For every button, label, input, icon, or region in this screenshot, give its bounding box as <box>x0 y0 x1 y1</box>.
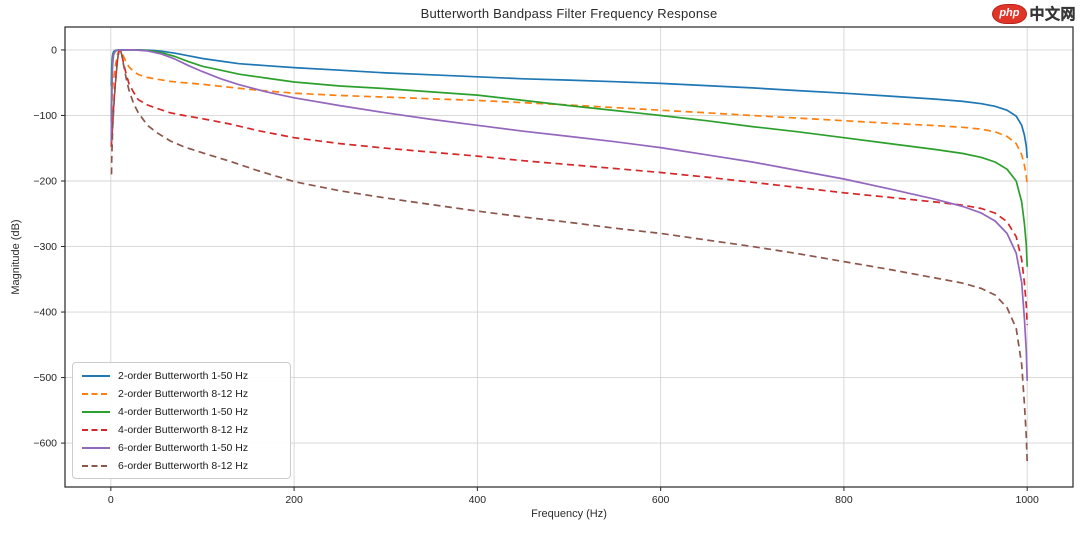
y-tick-label: −200 <box>33 175 57 187</box>
legend-line-sample <box>82 429 110 431</box>
x-tick-label: 600 <box>652 494 670 506</box>
x-tick-label: 800 <box>835 494 853 506</box>
y-tick-label: −100 <box>33 110 57 122</box>
series-line-0 <box>110 49 1029 159</box>
series-line-4 <box>110 49 1029 381</box>
chart-title: Butterworth Bandpass Filter Frequency Re… <box>420 6 718 21</box>
legend-label: 2-order Butterworth 1-50 Hz <box>118 370 249 382</box>
y-axis-label: Magnitude (dB) <box>10 219 22 295</box>
legend-item-2: 4-order Butterworth 1-50 Hz <box>79 403 284 421</box>
site-logo-text: 中文网 <box>1029 6 1076 23</box>
legend-item-1: 2-order Butterworth 8-12 Hz <box>79 385 284 403</box>
legend-label: 4-order Butterworth 1-50 Hz <box>118 406 249 418</box>
axes-frame <box>64 26 1074 488</box>
legend-item-0: 2-order Butterworth 1-50 Hz <box>79 367 284 385</box>
legend-item-3: 4-order Butterworth 8-12 Hz <box>79 421 284 439</box>
series-line-3 <box>110 49 1029 326</box>
legend-label: 6-order Butterworth 8-12 Hz <box>118 460 249 472</box>
y-tick-label: −600 <box>33 438 57 450</box>
series-line-2 <box>110 49 1029 267</box>
legend-line-sample <box>82 411 110 413</box>
legend: 2-order Butterworth 1-50 Hz 2-order Butte… <box>72 362 291 479</box>
legend-line-sample <box>82 447 110 449</box>
x-tick-label: 1000 <box>1016 494 1040 506</box>
series-line-5 <box>110 49 1029 463</box>
y-tick-label: 0 <box>51 44 57 56</box>
legend-line-sample <box>82 465 110 467</box>
site-logo: php 中文网 <box>992 3 1076 24</box>
x-tick-label: 0 <box>108 494 114 506</box>
legend-label: 4-order Butterworth 8-12 Hz <box>118 424 249 436</box>
y-tick-label: −300 <box>33 241 57 253</box>
y-tick-label: −500 <box>33 372 57 384</box>
x-axis-label: Frequency (Hz) <box>531 508 607 520</box>
x-tick-label: 200 <box>285 494 303 506</box>
x-tick-label: 400 <box>469 494 487 506</box>
legend-label: 2-order Butterworth 8-12 Hz <box>118 388 249 400</box>
legend-line-sample <box>82 375 110 377</box>
legend-line-sample <box>82 393 110 395</box>
legend-label: 6-order Butterworth 1-50 Hz <box>118 442 249 454</box>
legend-item-5: 6-order Butterworth 8-12 Hz <box>79 457 284 475</box>
legend-item-4: 6-order Butterworth 1-50 Hz <box>79 439 284 457</box>
php-logo-badge: php <box>992 3 1028 24</box>
y-tick-label: −400 <box>33 307 57 319</box>
